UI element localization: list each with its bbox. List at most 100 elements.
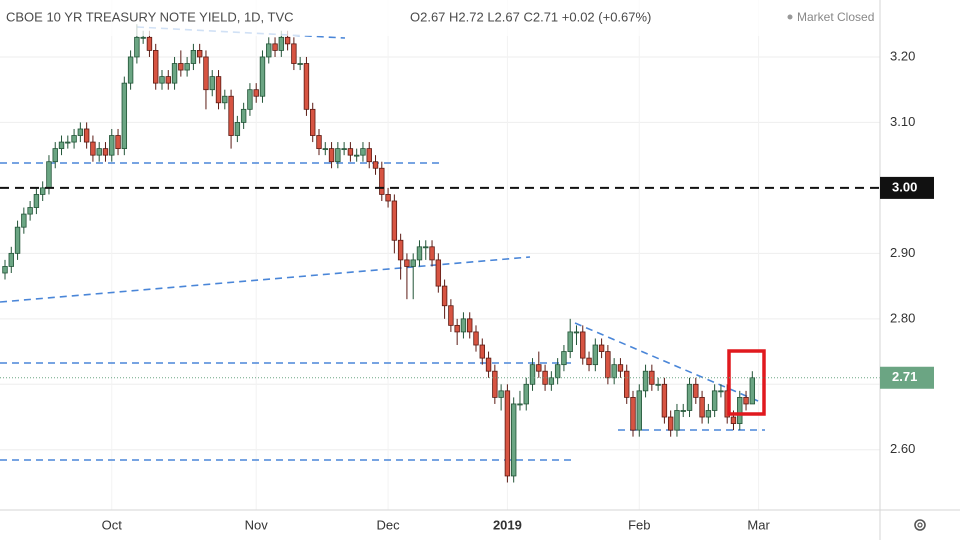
trend-line (0, 256, 531, 303)
candle-body (178, 63, 184, 71)
candle-body (360, 148, 366, 156)
candle-body (642, 370, 649, 392)
candle-body (661, 383, 668, 418)
candle-body (636, 390, 642, 431)
candle-body (39, 187, 46, 195)
candle-body (749, 377, 756, 405)
last-price-tag (880, 366, 934, 389)
candle-body (341, 148, 347, 151)
candle-body (127, 56, 134, 84)
candle-body (379, 167, 385, 195)
candle-body (146, 36, 153, 51)
candle-body (548, 377, 555, 385)
candle-body (598, 344, 605, 352)
candle-body (467, 318, 473, 333)
candle-body (611, 364, 617, 379)
candle-body (655, 383, 661, 386)
candle-body (222, 95, 228, 104)
trend-line (574, 322, 766, 405)
candle-body (14, 226, 21, 254)
candle-body (2, 266, 8, 274)
candle-body (284, 36, 291, 45)
x-tick-label: Feb (628, 517, 650, 532)
candle-body (730, 416, 737, 424)
candle-body (165, 76, 171, 84)
candle-body (573, 331, 580, 334)
x-tick-label: Oct (102, 517, 123, 532)
status-dot (787, 14, 793, 20)
candle-body (310, 108, 316, 136)
symbol-title: CBOE 10 YR TREASURY NOTE YIELD, 1D, TVC (6, 9, 294, 24)
candle-body (448, 305, 454, 326)
candle-body (234, 122, 241, 136)
horizontal-line-label: 3.00 (892, 179, 917, 194)
candle-body (693, 383, 699, 398)
candle-body (90, 141, 96, 156)
candle-body (536, 364, 542, 372)
candle-body (171, 63, 178, 84)
candle-body (705, 410, 712, 418)
candle-body (680, 410, 686, 412)
candle-body (429, 246, 435, 261)
candle-body (473, 331, 479, 346)
candle-body (153, 50, 159, 84)
settings-button[interactable] (914, 519, 926, 531)
candle-body (630, 396, 636, 431)
ohlc-readout: O2.67 H2.72 L2.67 C2.71 +0.02 (+0.67%) (410, 9, 651, 24)
candle-body (492, 370, 498, 398)
candle-body (567, 331, 573, 352)
candle-body (83, 128, 90, 143)
candle-body (479, 344, 485, 359)
candle-body (410, 259, 416, 267)
candle-body (586, 357, 592, 366)
candle-body (71, 135, 77, 143)
horizontal-line-tag (880, 176, 934, 199)
candle-body (33, 194, 40, 208)
candle-body (580, 331, 586, 359)
candle-body (102, 148, 109, 156)
candle-body (8, 252, 14, 267)
candle-body (121, 82, 128, 150)
candle-body (140, 36, 146, 39)
candle-body (115, 135, 121, 150)
candle-body (667, 416, 674, 431)
candle-body (510, 403, 517, 477)
last-price-label: 2.71 (892, 369, 917, 384)
candle-body (485, 357, 492, 372)
candle-body (391, 200, 398, 241)
candle-body (247, 89, 253, 110)
candle-body (322, 148, 328, 151)
candle-body (404, 259, 410, 267)
candle-body (259, 56, 266, 97)
candle-body (297, 63, 303, 65)
candle-body (454, 324, 460, 333)
header-backdrop (0, 0, 790, 36)
candle-body (397, 239, 404, 261)
candle-body (372, 161, 379, 169)
candle-body (441, 285, 448, 307)
y-tick-label: 3.20 (890, 48, 915, 63)
candle-body (737, 396, 743, 424)
candle-body (96, 148, 102, 156)
candle-body (529, 364, 536, 385)
candle-body (272, 43, 278, 51)
candle-body (134, 36, 140, 58)
candle-body (674, 410, 680, 431)
candle-body (240, 108, 247, 123)
candle-body (266, 43, 272, 58)
x-tick-label: Mar (747, 517, 770, 532)
gear-icon (914, 519, 926, 531)
candle-body (209, 76, 215, 91)
candle-body (624, 370, 630, 398)
candle-body (699, 396, 705, 418)
candle-body (278, 36, 285, 51)
market-status: Market Closed (797, 10, 874, 24)
candle-body (21, 213, 27, 228)
y-tick-label: 3.10 (890, 114, 915, 129)
y-tick-label: 2.80 (890, 310, 915, 325)
candle-body (203, 56, 209, 91)
candle-body (65, 141, 71, 144)
candle-body (416, 246, 423, 261)
